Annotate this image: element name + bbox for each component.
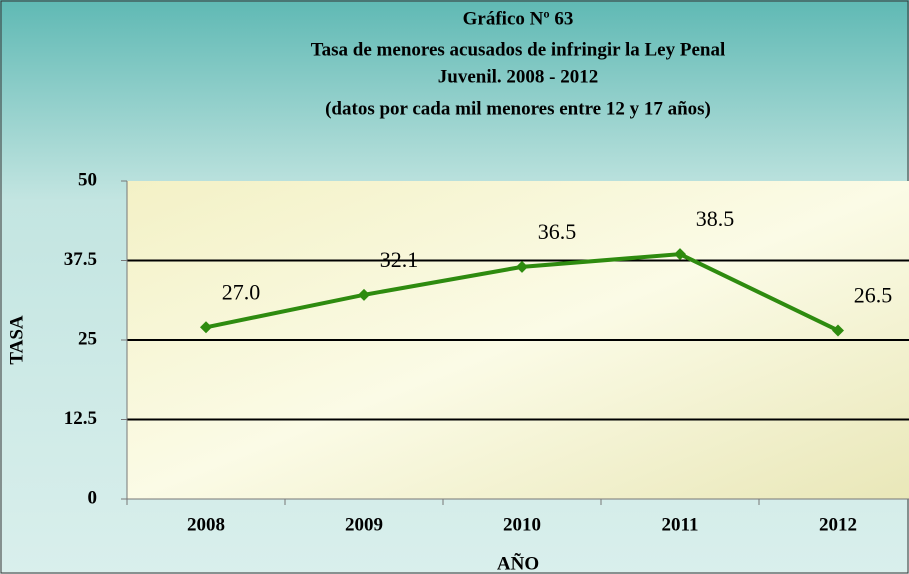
marker	[200, 321, 212, 334]
value-label: 32.1	[380, 247, 419, 272]
y-tick-label: 37.5	[64, 249, 97, 270]
y-tick-label: 25	[78, 328, 97, 349]
y-tick-label: 50	[78, 169, 97, 190]
x-tick-label: 2008	[187, 514, 225, 535]
x-tick-label: 2012	[819, 514, 857, 535]
value-label: 27.0	[222, 279, 261, 304]
value-label: 26.5	[854, 283, 893, 308]
y-tick-label: 0	[88, 487, 98, 508]
title-line: Gráfico Nº 63	[463, 8, 574, 29]
title-line: (datos por cada mil menores entre 12 y 1…	[325, 98, 711, 119]
x-tick-label: 2010	[503, 514, 541, 535]
y-axis-label: TASA	[6, 315, 27, 365]
value-label: 38.5	[696, 206, 735, 231]
marker	[674, 248, 686, 261]
x-tick-label: 2009	[345, 514, 383, 535]
value-label: 36.5	[538, 219, 577, 244]
title-line: Tasa de menores acusados de infringir la…	[311, 39, 726, 60]
x-axis-label: AÑO	[497, 552, 539, 574]
marker	[516, 260, 528, 273]
x-tick-label: 2011	[662, 514, 699, 535]
marker	[358, 288, 370, 301]
title-line: Juvenil. 2008 - 2012	[438, 66, 598, 87]
marker	[832, 324, 844, 337]
y-tick-label: 12.5	[64, 408, 97, 429]
